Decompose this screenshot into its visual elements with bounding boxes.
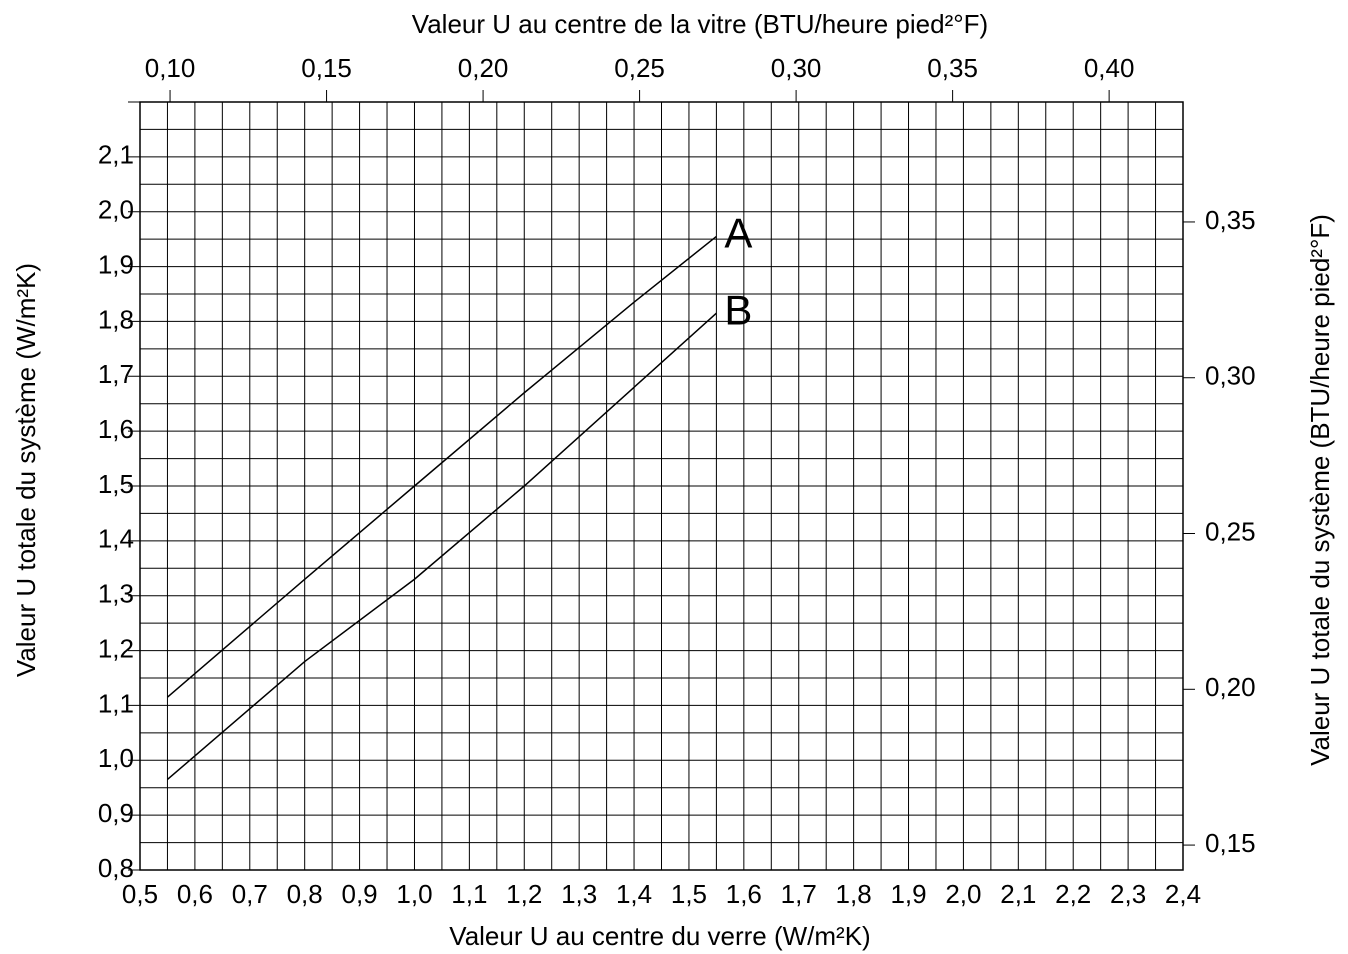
y-tick-label: 1,5 [98,469,134,499]
series-label: A [724,209,752,256]
series-line [166,235,717,698]
y-axis-title: Valeur U totale du système (W/m²K) [11,263,41,677]
y-tick-label: 1,9 [98,249,134,279]
x2-tick-label: 0,30 [771,53,822,83]
y-tick-label: 1,8 [98,304,134,334]
y-tick-label: 2,1 [98,140,134,170]
y-tick-label: 2,0 [98,195,134,225]
y2-tick-label: 0,35 [1205,205,1256,235]
y-tick-label: 1,3 [98,579,134,609]
x2-tick-label: 0,10 [145,53,196,83]
x-tick-label: 1,1 [451,879,487,909]
x-tick-label: 2,4 [1165,879,1201,909]
x2-tick-label: 0,20 [458,53,509,83]
y-tick-label: 0,8 [98,853,134,883]
y-tick-label: 1,2 [98,633,134,663]
y-tick-label: 0,9 [98,798,134,828]
y2-tick-label: 0,30 [1205,361,1256,391]
x-tick-label: 0,5 [122,879,158,909]
x-tick-label: 0,8 [287,879,323,909]
x2-tick-label: 0,35 [927,53,978,83]
x-tick-label: 2,3 [1110,879,1146,909]
x-tick-label: 1,9 [890,879,926,909]
y-tick-label: 1,1 [98,688,134,718]
series-label: B [724,286,752,333]
x-tick-label: 1,3 [561,879,597,909]
x-tick-label: 1,6 [726,879,762,909]
x2-tick-label: 0,25 [614,53,665,83]
y2-axis-title: Valeur U totale du système (BTU/heure pi… [1305,214,1335,766]
x-tick-label: 2,1 [1000,879,1036,909]
x-tick-label: 0,9 [342,879,378,909]
y2-tick-label: 0,25 [1205,516,1256,546]
x-tick-label: 1,2 [506,879,542,909]
y-tick-label: 1,4 [98,524,134,554]
x-tick-label: 1,0 [396,879,432,909]
plot-frame [139,101,1184,871]
x-tick-label: 1,7 [781,879,817,909]
y-tick-label: 1,7 [98,359,134,389]
x-tick-label: 0,6 [177,879,213,909]
y-tick-label: 1,6 [98,414,134,444]
x-tick-label: 2,2 [1055,879,1091,909]
x-tick-label: 2,0 [945,879,981,909]
x-tick-label: 1,5 [671,879,707,909]
x-tick-label: 0,7 [232,879,268,909]
x2-axis-title: Valeur U au centre de la vitre (BTU/heur… [412,9,988,39]
y2-tick-label: 0,20 [1205,672,1256,702]
x-axis-title: Valeur U au centre du verre (W/m²K) [449,921,870,951]
x2-tick-label: 0,15 [301,53,352,83]
series-line [166,312,717,781]
x-tick-label: 1,4 [616,879,652,909]
x-tick-label: 1,8 [836,879,872,909]
x2-tick-label: 0,40 [1084,53,1135,83]
y2-tick-label: 0,15 [1205,828,1256,858]
y-tick-label: 1,0 [98,743,134,773]
